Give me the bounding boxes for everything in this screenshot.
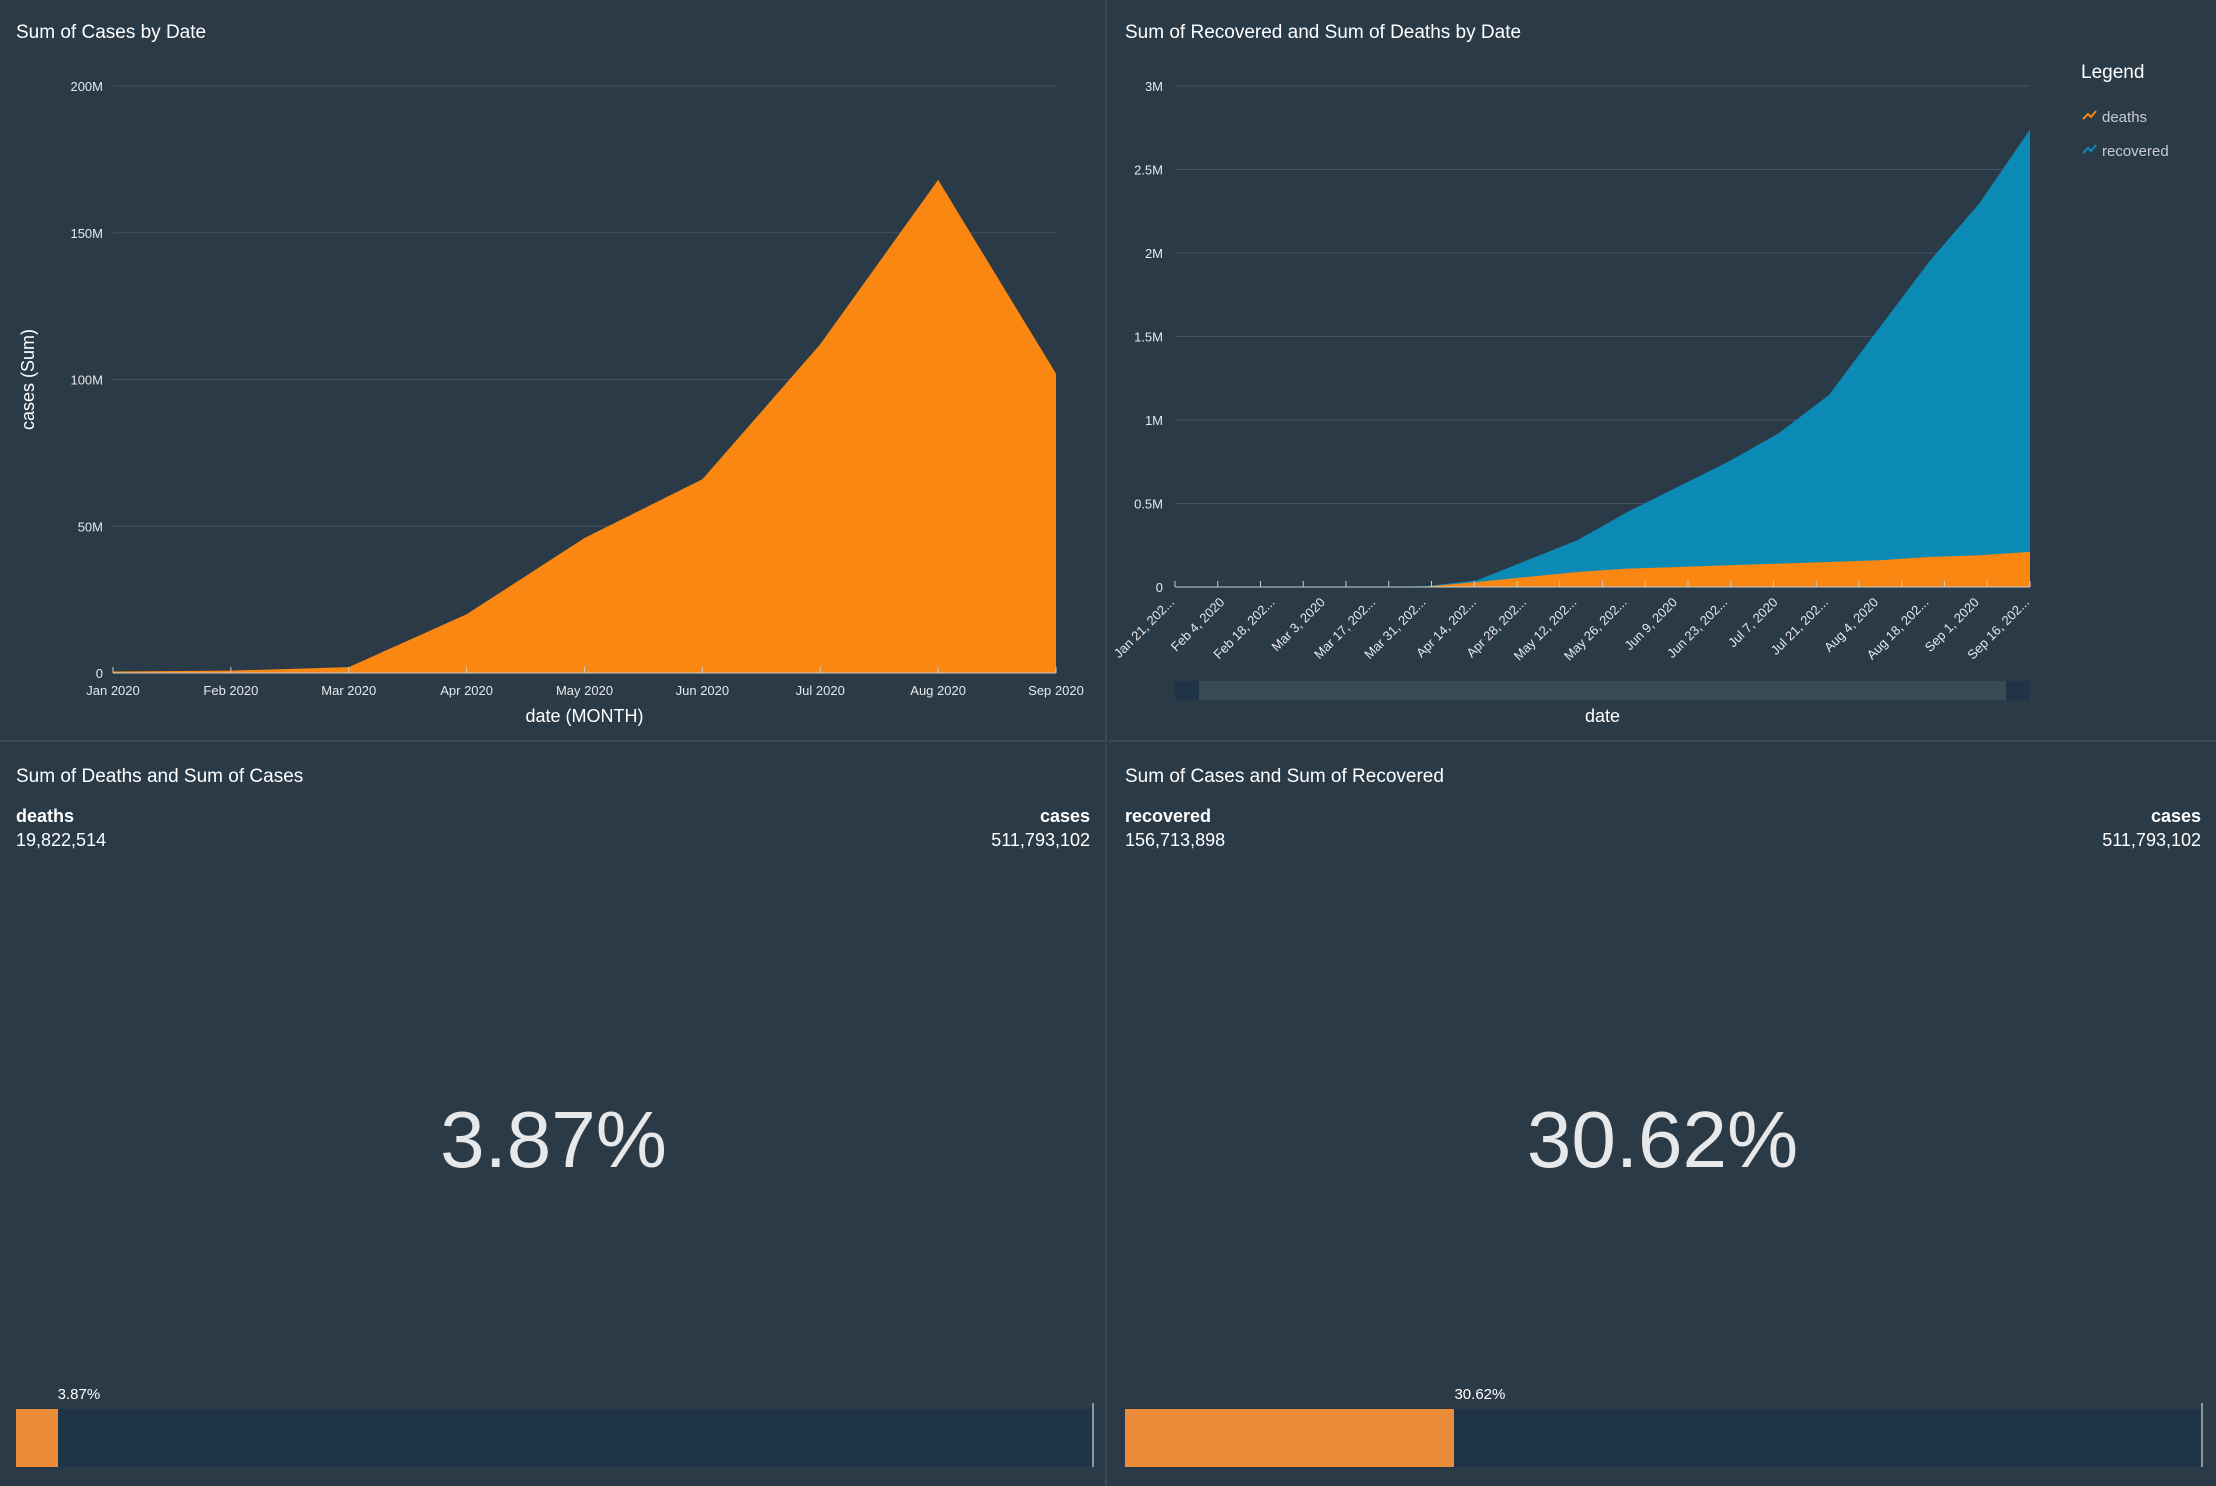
y-tick-label: 0.5M (1134, 497, 1163, 512)
panel-recovered-deaths-by-date[interactable]: Sum of Recovered and Sum of Deaths by Da… (1109, 0, 2216, 742)
progress-bar-end-marker (2201, 1403, 2203, 1467)
y-tick-label: 100M (70, 373, 103, 388)
progress-bar (1125, 1403, 2203, 1467)
x-tick-label: Mar 2020 (321, 683, 376, 698)
kpi-right-value: 511,793,102 (2102, 830, 2201, 850)
panel-cases-by-date[interactable]: Sum of Cases by Date 0 50M 100M 150M 200M Jan… (0, 0, 1107, 742)
x-axis-title: date (MONTH) (525, 706, 643, 726)
kpi-percent: 30.62% (1526, 1095, 1799, 1184)
recovered-area-series (1175, 129, 2030, 588)
panel-title: Sum of Deaths and Sum of Cases (16, 766, 304, 787)
kpi-right-value: 511,793,102 (991, 830, 1090, 850)
cases-area-series (113, 179, 1056, 674)
y-tick-label: 2.5M (1134, 163, 1163, 178)
y-tick-label: 50M (78, 519, 103, 534)
progress-bar (16, 1403, 1094, 1467)
scrollbar-right-handle (2006, 681, 2030, 700)
progress-bar-fill (16, 1409, 58, 1467)
progress-percent-label: 30.62% (1454, 1386, 1506, 1403)
x-tick-label: Feb 2020 (203, 683, 258, 698)
y-tick-label: 150M (70, 226, 103, 241)
kpi-right-label: cases (2150, 806, 2201, 826)
x-axis-title: date (1585, 706, 1620, 726)
x-tick-label: Aug 2020 (910, 683, 966, 698)
legend-deaths-swatch (2082, 110, 2097, 120)
kpi-left-value: 19,822,514 (16, 830, 107, 850)
y-axis-title: cases (Sum) (18, 329, 38, 430)
scrollbar-left-handle (1175, 681, 1199, 700)
y-tick-label: 0 (96, 666, 103, 681)
y-tick-label: 200M (70, 79, 103, 94)
x-tick-label: Sep 2020 (1028, 683, 1084, 698)
y-tick-label: 1M (1145, 413, 1163, 428)
legend-title: Legend (2081, 62, 2144, 83)
panel-deaths-cases-kpi[interactable]: Sum of Deaths and Sum of Cases deaths 19… (0, 744, 1107, 1486)
progress-bar-end-marker (1092, 1403, 1094, 1467)
progress-bar-fill (1125, 1409, 1455, 1467)
panel-cases-recovered-kpi[interactable]: Sum of Cases and Sum of Recovered recove… (1109, 744, 2216, 1486)
x-tick-label: Jun 2020 (676, 683, 730, 698)
x-tick-label: May 2020 (556, 683, 613, 698)
y-tick-label: 2M (1145, 246, 1163, 261)
kpi-left-label: deaths (16, 806, 75, 826)
x-tick-label: Jan 21, 202... (1111, 595, 1177, 661)
x-tick-label: Jan 2020 (86, 683, 140, 698)
x-tick-label: Jul 2020 (796, 683, 845, 698)
x-tick-label: Apr 2020 (440, 683, 493, 698)
y-tick-label: 3M (1145, 79, 1163, 94)
legend-recovered-label: recovered (2102, 143, 2169, 160)
y-tick-label: 0 (1156, 580, 1163, 595)
date-range-scrollbar (1175, 681, 2030, 700)
kpi-right-label: cases (1039, 806, 1090, 826)
kpi-left-value: 156,713,898 (1125, 830, 1226, 850)
panel-title: Sum of Cases and Sum of Recovered (1125, 766, 1444, 787)
panel-title: Sum of Recovered and Sum of Deaths by Da… (1125, 22, 1522, 43)
panel-title: Sum of Cases by Date (16, 22, 207, 43)
deaths-area-series (1175, 551, 2030, 587)
legend-recovered-swatch (2082, 144, 2097, 154)
y-tick-label: 1.5M (1134, 330, 1163, 345)
cases-area-chart[interactable]: 0 50M 100M 150M 200M Jan 2020 Feb 2020 Mar 2020… (0, 0, 1105, 740)
kpi-left-label: recovered (1125, 806, 1212, 826)
legend-deaths-label: deaths (2102, 109, 2147, 126)
progress-percent-label: 3.87% (57, 1386, 101, 1403)
kpi-percent: 3.87% (440, 1095, 667, 1184)
